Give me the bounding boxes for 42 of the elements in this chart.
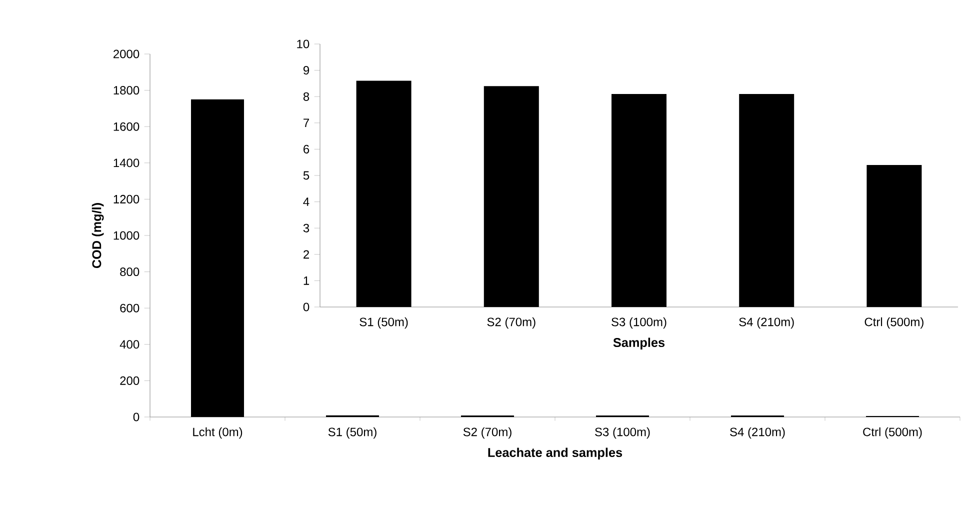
y-axis-title: COD (mg/l) — [92, 203, 104, 268]
y-tick-label: 1000 — [114, 231, 140, 240]
y-tick-label: 10 — [297, 40, 310, 48]
y-tick-label: 400 — [120, 340, 140, 349]
y-tick-label: 1200 — [114, 194, 140, 204]
y-tick-label: 1400 — [114, 158, 140, 168]
y-tick-label: 1600 — [114, 122, 140, 131]
bar — [484, 86, 539, 307]
y-tick-label: 2000 — [114, 50, 140, 58]
x-tick-label: S1 (50m) — [360, 317, 408, 329]
y-tick-label: 5 — [303, 171, 310, 180]
x-tick-label: S2 (70m) — [487, 317, 536, 329]
x-tick-label: S4 (210m) — [730, 427, 785, 439]
x-tick-label: Lcht (0m) — [193, 427, 242, 439]
y-tick-label: 4 — [303, 198, 310, 206]
bar — [356, 80, 412, 307]
y-tick-label: 0 — [133, 412, 140, 422]
bar — [866, 164, 922, 307]
x-tick-label: Ctrl (500m) — [863, 427, 922, 439]
x-tick-label: S2 (70m) — [463, 427, 512, 439]
y-tick-label: 1 — [304, 276, 310, 285]
y-tick-label: 8 — [303, 92, 310, 101]
bar — [611, 94, 666, 307]
y-tick-label: 9 — [303, 66, 310, 75]
bar — [739, 94, 794, 307]
y-tick-label: 600 — [120, 304, 140, 312]
x-axis-title: Samples — [613, 338, 665, 350]
x-axis-title: Leachate and samples — [488, 448, 622, 460]
x-tick-label: S3 (100m) — [595, 427, 650, 439]
bar — [191, 99, 244, 417]
y-tick-label: 0 — [303, 302, 310, 312]
y-tick-label: 3 — [303, 224, 310, 232]
x-tick-label: S1 (50m) — [328, 427, 376, 439]
y-tick-label: 7 — [304, 118, 309, 128]
y-tick-label: 6 — [304, 144, 310, 154]
y-tick-label: 200 — [120, 376, 140, 385]
y-tick-label: 1800 — [114, 86, 140, 95]
x-tick-label: S4 (210m) — [739, 317, 794, 329]
x-tick-label: Ctrl (500m) — [864, 317, 924, 329]
y-tick-label: 2 — [304, 250, 309, 259]
x-tick-label: S3 (100m) — [612, 317, 666, 329]
y-tick-label: 800 — [120, 268, 140, 276]
